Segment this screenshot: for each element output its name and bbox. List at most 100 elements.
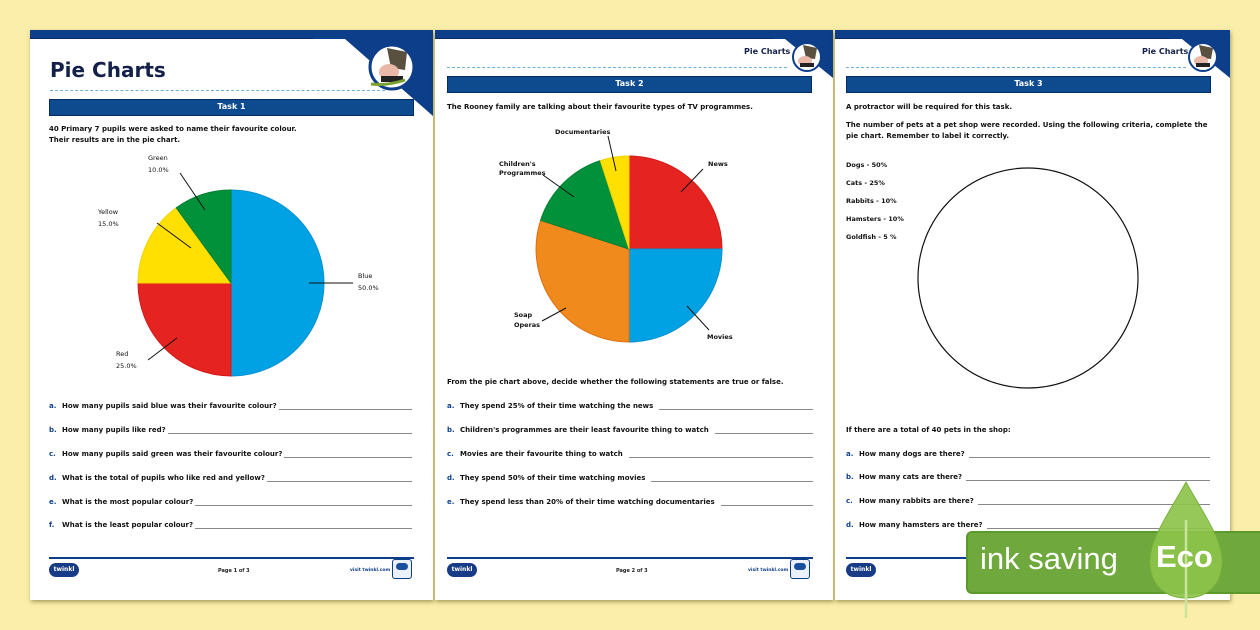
question-letter: d. xyxy=(49,474,57,482)
dashed-divider xyxy=(50,90,385,91)
answer-line[interactable] xyxy=(986,522,1210,529)
answer-line[interactable] xyxy=(167,427,412,434)
footer-divider xyxy=(447,557,813,559)
question-f: f. What is the least popular colour? xyxy=(49,521,412,529)
statement-c: c. Movies are their favourite thing to wa… xyxy=(447,450,813,458)
label-yellow: Yellow 15.0% xyxy=(98,208,119,229)
label-soap-operas: Soap Operas xyxy=(514,311,541,329)
question-d: d. What is the total of pupils who like r… xyxy=(49,474,412,482)
answer-line[interactable] xyxy=(266,475,412,482)
eco-badge-word: Eco xyxy=(1156,539,1213,574)
label-news: News xyxy=(708,160,728,168)
question-text: What is the most popular colour? xyxy=(62,498,194,506)
visit-link[interactable]: visit twinkl.com xyxy=(748,568,789,573)
criteria-hamsters: Hamsters - 10% xyxy=(846,215,904,223)
question-text: They spend 50% of their time watching mo… xyxy=(460,474,646,482)
question-letter: d. xyxy=(447,474,455,482)
label-documentaries: Documentaries xyxy=(555,128,611,136)
owl-mascot-icon xyxy=(1188,42,1218,72)
question-letter: c. xyxy=(447,450,454,458)
footer-divider xyxy=(49,557,414,559)
criteria-dogs: Dogs - 50% xyxy=(846,161,888,169)
criteria-goldfish: Goldfish - 5 % xyxy=(846,233,897,241)
worksheet-page-1: Pie Charts Task 1 40 Primary 7 pupils we… xyxy=(30,30,433,600)
criteria-cats: Cats - 25% xyxy=(846,179,885,187)
statement-a: a. They spend 25% of their time watching … xyxy=(447,402,813,410)
answer-line[interactable] xyxy=(966,474,1210,481)
task-3-header: Task 3 xyxy=(846,76,1211,93)
total-prompt: If there are a total of 40 pets in the s… xyxy=(846,426,1011,434)
question-a: a. How many dogs are there? xyxy=(846,450,1210,458)
twinkl-logo: twinkl xyxy=(846,563,876,577)
intro-text-line1: 40 Primary 7 pupils were asked to name t… xyxy=(49,125,297,133)
statement-d: d. They spend 50% of their time watching … xyxy=(447,474,813,482)
label-blue: Blue 50.0% xyxy=(358,272,379,293)
page-title: Pie Charts xyxy=(50,58,166,82)
protractor-note: A protractor will be required for this t… xyxy=(846,103,1013,111)
label-red: Red 25.0% xyxy=(116,350,137,371)
question-letter: b. xyxy=(49,426,57,434)
question-text: How many pupils like red? xyxy=(62,426,166,434)
header-band xyxy=(30,30,433,39)
eco-badge-text: ink saving xyxy=(980,541,1118,576)
question-text: How many pupils said green was their fav… xyxy=(62,450,283,458)
answer-line[interactable] xyxy=(195,522,412,529)
question-text: How many cats are there? xyxy=(859,473,963,481)
answer-line[interactable] xyxy=(659,403,813,410)
question-text: They spend 25% of their time watching th… xyxy=(460,402,654,410)
question-letter: c. xyxy=(49,450,56,458)
answer-line[interactable] xyxy=(628,451,813,458)
tv-programmes-pie-chart xyxy=(535,135,723,343)
task-2-header: Task 2 xyxy=(447,76,812,93)
blank-pie-chart-circle[interactable] xyxy=(835,30,1230,430)
question-c: c. How many pupils said green was their f… xyxy=(49,450,412,458)
header-title: Pie Charts xyxy=(744,47,791,56)
header-band xyxy=(435,30,833,39)
question-text: How many hamsters are there? xyxy=(859,521,983,529)
question-letter: e. xyxy=(49,498,57,506)
twinkl-logo: twinkl xyxy=(49,563,79,577)
header-title: Pie Charts xyxy=(1142,47,1189,56)
answer-line[interactable] xyxy=(651,475,813,482)
question-letter: e. xyxy=(447,498,455,506)
question-letter: c. xyxy=(846,497,853,505)
question-letter: a. xyxy=(846,450,854,458)
quality-badge-icon xyxy=(790,559,810,579)
header-band xyxy=(835,30,1230,39)
task-1-header: Task 1 xyxy=(49,99,414,116)
question-a: a. How many pupils said blue was their fa… xyxy=(49,402,412,410)
answer-line[interactable] xyxy=(278,403,412,410)
question-letter: b. xyxy=(447,426,455,434)
question-text: What is the total of pupils who like red… xyxy=(62,474,265,482)
answer-line[interactable] xyxy=(968,451,1210,458)
answer-line[interactable] xyxy=(284,451,412,458)
question-e: e. What is the most popular colour? xyxy=(49,498,412,506)
header-corner-decoration xyxy=(1170,30,1230,78)
label-childrens-programmes: Children's Programmes xyxy=(499,160,546,178)
question-text: Movies are their favourite thing to watc… xyxy=(460,450,623,458)
dashed-divider xyxy=(846,67,1186,68)
dashed-divider xyxy=(447,67,787,68)
question-letter: f. xyxy=(49,521,55,529)
worksheet-page-2: Pie Charts Task 2 The Rooney family are … xyxy=(435,30,833,600)
question-b: b. How many cats are there? xyxy=(846,473,1210,481)
visit-link[interactable]: visit twinkl.com xyxy=(350,568,391,573)
intro-text-line2: pie chart. Remember to label it correctl… xyxy=(846,132,1010,140)
answer-line[interactable] xyxy=(714,427,813,434)
leaf-icon xyxy=(1149,480,1223,618)
answer-line[interactable] xyxy=(720,499,813,506)
question-letter: d. xyxy=(846,521,854,529)
owl-mascot-icon xyxy=(792,42,822,72)
worksheet-page-3: Pie Charts Task 3 A protractor will be r… xyxy=(835,30,1230,600)
question-letter: a. xyxy=(49,402,57,410)
label-movies: Movies xyxy=(707,333,733,341)
header-corner-decoration xyxy=(773,30,833,78)
twinkl-logo: twinkl xyxy=(447,563,477,577)
answer-line[interactable] xyxy=(195,499,412,506)
intro-text-line2: Their results are in the pie chart. xyxy=(49,136,181,144)
intro-text: The Rooney family are talking about thei… xyxy=(447,103,753,111)
label-green: Green 10.0% xyxy=(148,154,169,175)
answer-line[interactable] xyxy=(977,498,1210,505)
owl-mascot-icon xyxy=(368,43,416,91)
intro-text-line1: The number of pets at a pet shop were re… xyxy=(846,121,1208,129)
